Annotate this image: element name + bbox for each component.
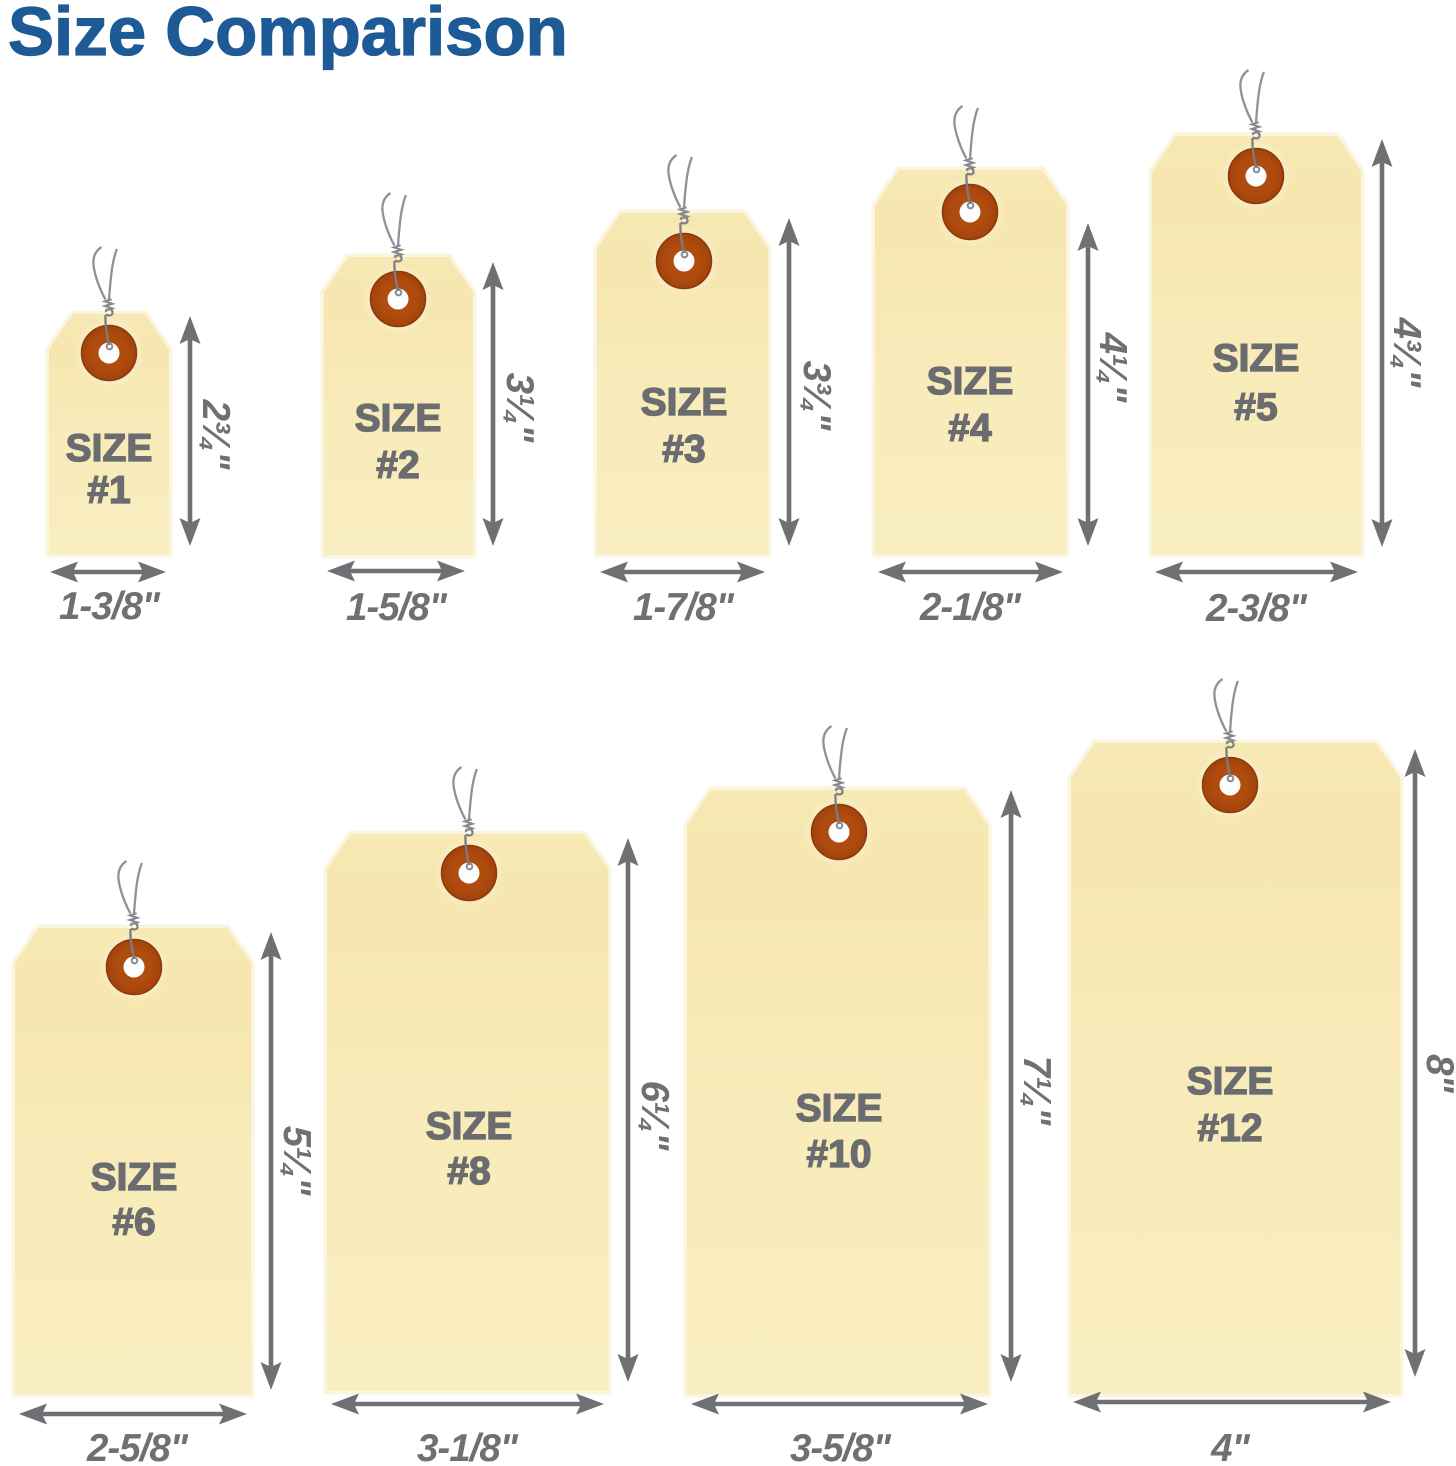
svg-text:SIZE: SIZE xyxy=(355,397,442,440)
svg-text:3¾": 3¾" xyxy=(795,361,838,432)
svg-text:2-5/8": 2-5/8" xyxy=(86,1427,189,1466)
svg-text:2-3/8": 2-3/8" xyxy=(1205,587,1308,630)
svg-text:SIZE: SIZE xyxy=(66,427,153,470)
svg-text:6¼": 6¼" xyxy=(633,1081,676,1152)
svg-text:5¼": 5¼" xyxy=(275,1126,318,1197)
svg-text:3-1/8": 3-1/8" xyxy=(417,1427,519,1466)
svg-text:7¼": 7¼" xyxy=(1015,1056,1058,1127)
svg-text:SIZE: SIZE xyxy=(1187,1060,1274,1103)
svg-text:#5: #5 xyxy=(1234,386,1277,429)
svg-text:#10: #10 xyxy=(806,1133,871,1176)
svg-text:SIZE: SIZE xyxy=(1187,1060,1274,1103)
svg-text:SIZE: SIZE xyxy=(927,360,1014,403)
svg-text:2¾": 2¾" xyxy=(194,399,237,471)
svg-text:#10: #10 xyxy=(806,1133,871,1176)
svg-text:#1: #1 xyxy=(87,469,130,512)
svg-text:SIZE: SIZE xyxy=(66,427,153,470)
svg-text:SIZE: SIZE xyxy=(91,1156,178,1199)
svg-text:SIZE: SIZE xyxy=(355,397,442,440)
svg-text:#3: #3 xyxy=(662,428,705,471)
svg-text:3¼": 3¼" xyxy=(498,373,541,444)
svg-text:Size Comparison: Size Comparison xyxy=(8,0,568,70)
svg-text:SIZE: SIZE xyxy=(426,1105,513,1148)
svg-text:#4: #4 xyxy=(948,407,992,450)
svg-text:SIZE: SIZE xyxy=(91,1156,178,1199)
svg-text:2-1/8": 2-1/8" xyxy=(919,586,1022,629)
svg-text:SIZE: SIZE xyxy=(796,1087,883,1130)
svg-text:#8: #8 xyxy=(447,1150,490,1193)
svg-text:8": 8" xyxy=(1418,1054,1456,1093)
svg-text:#2: #2 xyxy=(376,444,419,487)
svg-text:#5: #5 xyxy=(1234,386,1277,429)
svg-text:3-5/8": 3-5/8" xyxy=(790,1427,892,1466)
svg-text:SIZE: SIZE xyxy=(426,1105,513,1148)
svg-text:1-7/8": 1-7/8" xyxy=(633,586,735,629)
svg-text:1-5/8": 1-5/8" xyxy=(346,586,448,629)
svg-text:4¾": 4¾" xyxy=(1385,317,1428,389)
svg-text:#4: #4 xyxy=(948,407,992,450)
svg-text:SIZE: SIZE xyxy=(1213,337,1300,380)
svg-text:SIZE: SIZE xyxy=(796,1087,883,1130)
svg-text:#12: #12 xyxy=(1197,1107,1262,1150)
svg-text:#1: #1 xyxy=(87,469,130,512)
svg-text:1-3/8": 1-3/8" xyxy=(59,585,161,628)
svg-text:SIZE: SIZE xyxy=(927,360,1014,403)
svg-text:#12: #12 xyxy=(1197,1107,1262,1150)
svg-text:#6: #6 xyxy=(112,1201,155,1244)
svg-text:SIZE: SIZE xyxy=(1213,337,1300,380)
svg-text:#2: #2 xyxy=(376,444,419,487)
svg-text:4¼": 4¼" xyxy=(1091,332,1134,404)
svg-text:SIZE: SIZE xyxy=(641,381,728,424)
svg-text:SIZE: SIZE xyxy=(641,381,728,424)
svg-text:4": 4" xyxy=(1210,1427,1250,1466)
svg-text:#3: #3 xyxy=(662,428,705,471)
svg-text:#8: #8 xyxy=(447,1150,490,1193)
svg-text:#6: #6 xyxy=(112,1201,155,1244)
